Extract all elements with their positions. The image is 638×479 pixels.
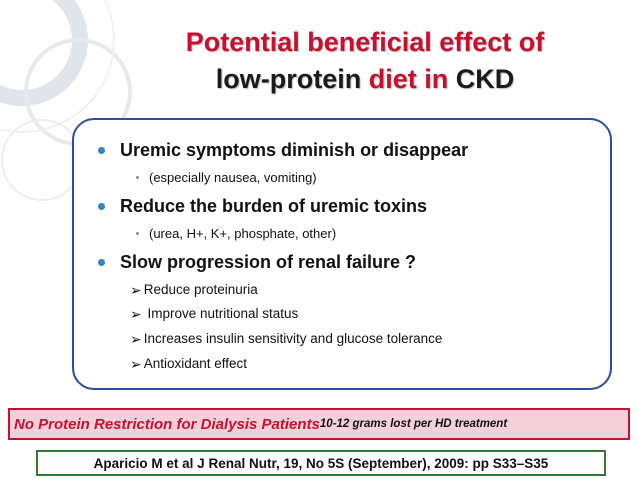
title-low-protein: low-protein <box>215 64 362 94</box>
sub-bullet-text: (urea, H+, K+, phosphate, other) <box>149 226 337 241</box>
sub-bullet-item: (urea, H+, K+, phosphate, other) <box>136 226 336 241</box>
title-diet-in: diet in <box>368 64 449 94</box>
bullet-text: Reduce the burden of uremic toxins <box>120 196 428 216</box>
round-bullet-icon <box>98 147 105 154</box>
note-sub-text: 10-12 grams lost per HD treatment <box>319 418 508 430</box>
reference-citation: Aparicio M et al J Renal Nutr, 19, No 5S… <box>36 450 606 476</box>
bullet-item: Slow progression of renal failure ? <box>98 252 416 273</box>
check-text: Improve nutritional status <box>143 306 299 321</box>
check-item: ➢ Reduce proteinuria <box>130 282 258 297</box>
bullet-item: Uremic symptoms diminish or disappear <box>98 140 468 161</box>
round-bullet-icon <box>98 203 105 210</box>
sub-bullet-item: (especially nausea, vomiting) <box>136 170 317 185</box>
check-item: ➢ Antioxidant effect <box>130 356 247 371</box>
content-box <box>72 118 612 390</box>
slide-title: Potential beneficial effect of low-prote… <box>120 24 610 98</box>
check-text: Reduce proteinuria <box>143 282 258 297</box>
round-bullet-icon <box>98 259 105 266</box>
check-text: Increases insulin sensitivity and glucos… <box>143 331 443 346</box>
small-dot-icon <box>136 176 139 179</box>
dialysis-note-box: No Protein Restriction for Dialysis Pati… <box>8 408 630 440</box>
check-item: ➢ Improve nutritional status <box>130 306 298 321</box>
reference-text: Aparicio M et al J Renal Nutr, 19, No 5S… <box>93 455 549 471</box>
title-line-2: low-protein diet in CKD <box>120 61 610 98</box>
note-main-text: No Protein Restriction for Dialysis Pati… <box>14 415 320 433</box>
checkmark-arrow-icon: ➢ <box>130 281 142 298</box>
title-line-1: Potential beneficial effect of <box>185 27 545 57</box>
bullet-text: Slow progression of renal failure ? <box>120 252 417 272</box>
title-ckd: CKD <box>455 64 515 94</box>
sub-bullet-text: (especially nausea, vomiting) <box>149 170 317 185</box>
checkmark-arrow-icon: ➢ <box>130 330 142 347</box>
checkmark-arrow-icon: ➢ <box>130 305 142 322</box>
bullet-item: Reduce the burden of uremic toxins <box>98 196 427 217</box>
small-dot-icon <box>136 232 139 235</box>
bullet-text: Uremic symptoms diminish or disappear <box>120 140 469 160</box>
check-item: ➢ Increases insulin sensitivity and gluc… <box>130 331 442 346</box>
check-text: Antioxidant effect <box>143 356 248 371</box>
checkmark-arrow-icon: ➢ <box>130 355 142 372</box>
